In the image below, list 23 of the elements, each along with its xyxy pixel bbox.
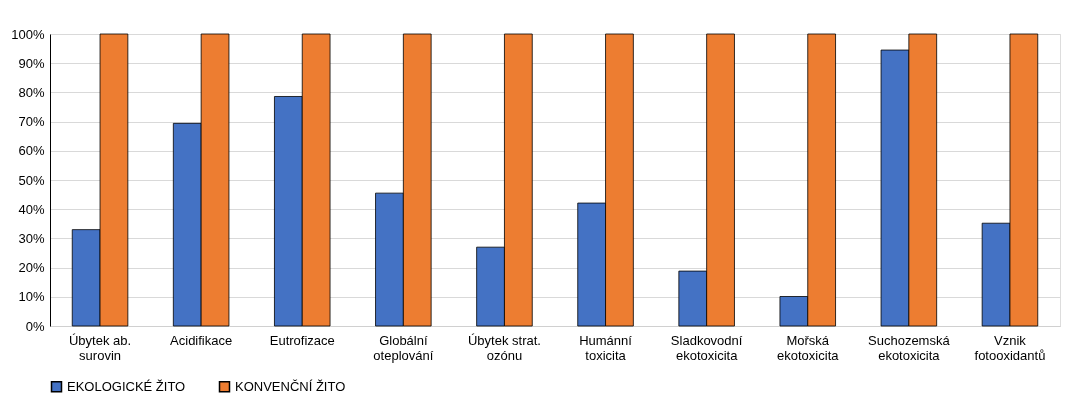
y-tick-label: 60% bbox=[18, 143, 45, 159]
x-tick-label: Úbytek strat. ozónu bbox=[467, 332, 541, 363]
y-tick-label: 20% bbox=[18, 260, 45, 276]
x-tick-label: Úbytek ab. surovin bbox=[68, 332, 132, 363]
x-tick-label: Mořská ekotoxicita bbox=[777, 332, 840, 363]
y-tick-label: 10% bbox=[18, 289, 45, 305]
x-tick-label: Acidifikace bbox=[170, 332, 233, 348]
y-tick-label: 30% bbox=[18, 230, 45, 246]
y-tick-label: 100% bbox=[11, 26, 45, 42]
x-tick-label: Globální oteplování bbox=[373, 332, 434, 363]
x-tick-label: Vznik fotooxidantů bbox=[974, 332, 1046, 363]
y-tick-label: 40% bbox=[18, 201, 45, 217]
x-tick-label: Humánní toxicita bbox=[579, 332, 633, 363]
y-tick-label: 90% bbox=[18, 55, 45, 71]
x-tick-label: Eutrofizace bbox=[269, 332, 335, 348]
legend-label: KONVENČNÍ ŽITO bbox=[235, 378, 346, 394]
y-tick-label: 70% bbox=[18, 114, 45, 130]
x-tick-label: Sladkovodní ekotoxicita bbox=[670, 332, 743, 363]
x-tick-label: Suchozemská ekotoxicita bbox=[868, 332, 951, 363]
y-tick-label: 0% bbox=[25, 318, 45, 334]
y-tick-label: 80% bbox=[18, 84, 45, 100]
legend-label: EKOLOGICKÉ ŽITO bbox=[67, 378, 186, 394]
y-tick-label: 50% bbox=[18, 172, 45, 188]
